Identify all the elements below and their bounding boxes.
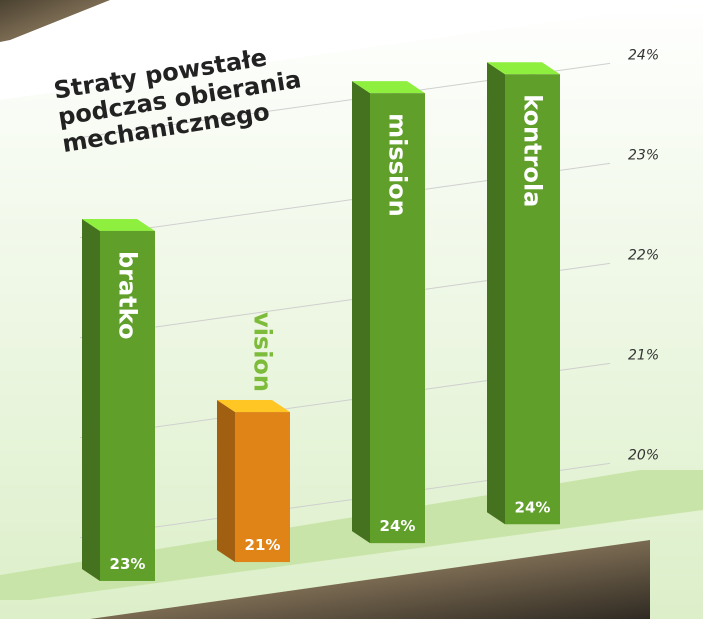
category-label: mission <box>384 113 412 217</box>
bar-side <box>217 400 235 562</box>
y-tick-label: 21% <box>628 347 659 363</box>
value-label: 24% <box>380 517 416 535</box>
category-label: vision <box>249 312 277 392</box>
y-tick-label: 22% <box>628 247 659 263</box>
y-tick-label: 23% <box>628 147 659 163</box>
bar-side <box>82 219 100 581</box>
category-label: bratko <box>113 251 141 340</box>
bar-side <box>487 62 505 524</box>
value-label: 21% <box>245 536 281 554</box>
page: 20% 21% 22% 23% 24% 23% bratko 21% vision 24% miss… <box>0 0 703 619</box>
photo-top <box>0 0 110 42</box>
y-tick-label: 20% <box>628 447 659 463</box>
value-label: 23% <box>110 555 146 573</box>
category-label: kontrola <box>519 94 547 207</box>
bar-side <box>352 81 370 543</box>
y-tick-label: 24% <box>628 47 659 63</box>
value-label: 24% <box>515 498 551 516</box>
